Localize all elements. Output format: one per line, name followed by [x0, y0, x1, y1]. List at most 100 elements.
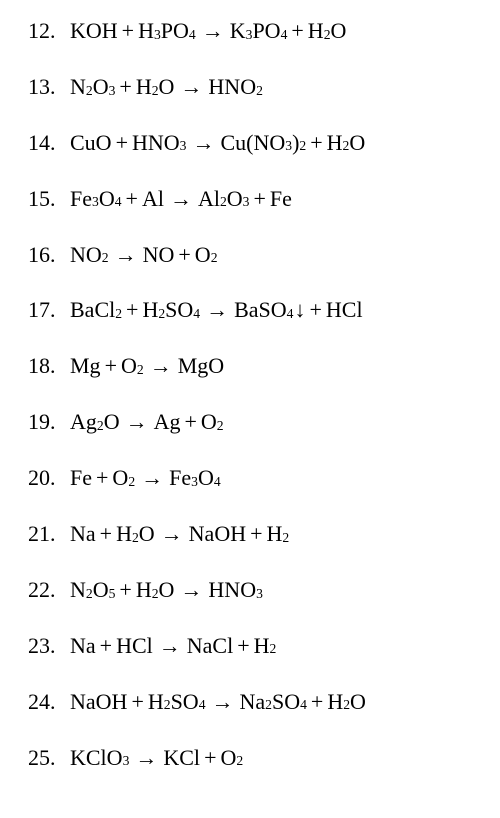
equation-number: 18.: [28, 353, 70, 379]
formula-term: H2O: [136, 577, 175, 603]
plus-operator: +: [307, 689, 327, 715]
formula-term: K3PO4: [230, 18, 288, 44]
precipitate-arrow-icon: ↓: [294, 297, 305, 323]
equation-row: 22.N2O5+H2O→HNO3: [28, 577, 490, 603]
formula-term: Fe: [270, 186, 292, 212]
formula-term: Ag2O: [70, 409, 120, 435]
formula-term: NO2: [70, 242, 109, 268]
plus-operator: +: [305, 297, 325, 323]
formula-term: H2O: [327, 689, 366, 715]
plus-operator: +: [246, 521, 266, 547]
plus-operator: +: [249, 186, 269, 212]
equation-row: 13.N2O3+H2O→HNO2: [28, 74, 490, 100]
equation-body: Na+H2O→NaOH+H2: [70, 521, 289, 547]
formula-term: Fe3O4: [169, 465, 221, 491]
formula-term: O2: [195, 242, 218, 268]
equation-body: BaCl2+H2SO4→BaSO4↓+HCl: [70, 297, 363, 323]
reaction-arrow-icon: →: [186, 130, 220, 156]
formula-term: KClO3: [70, 745, 129, 771]
equation-row: 15.Fe3O4+Al→Al2O3+Fe: [28, 186, 490, 212]
reaction-arrow-icon: →: [109, 242, 143, 268]
equation-number: 25.: [28, 745, 70, 771]
equation-body: KClO3→KCl+O2: [70, 745, 243, 771]
equation-number: 22.: [28, 577, 70, 603]
equation-body: Fe3O4+Al→Al2O3+Fe: [70, 186, 292, 212]
equation-number: 20.: [28, 465, 70, 491]
reaction-arrow-icon: →: [174, 577, 208, 603]
reaction-arrow-icon: →: [174, 74, 208, 100]
equation-number: 21.: [28, 521, 70, 547]
formula-term: H2O: [308, 18, 347, 44]
formula-term: CuO: [70, 130, 112, 156]
formula-term: BaCl2: [70, 297, 122, 323]
plus-operator: +: [122, 297, 142, 323]
equation-body: KOH+H3PO4→K3PO4+H2O: [70, 18, 346, 44]
reaction-arrow-icon: →: [135, 465, 169, 491]
equations-list: 12.KOH+H3PO4→K3PO4+H2O13.N2O3+H2O→HNO214…: [28, 18, 490, 771]
formula-term: KOH: [70, 18, 118, 44]
equation-body: CuO+HNO3→Cu(NO3)2+H2O: [70, 130, 365, 156]
formula-term: Mg: [70, 353, 101, 379]
formula-term: H2O: [327, 130, 366, 156]
equation-row: 12.KOH+H3PO4→K3PO4+H2O: [28, 18, 490, 44]
equation-row: 25.KClO3→KCl+O2: [28, 745, 490, 771]
equation-number: 19.: [28, 409, 70, 435]
formula-term: H2SO4: [148, 689, 206, 715]
formula-term: H2: [267, 521, 290, 547]
equation-number: 24.: [28, 689, 70, 715]
reaction-arrow-icon: →: [196, 18, 230, 44]
reaction-arrow-icon: →: [120, 409, 154, 435]
formula-term: H2O: [116, 521, 155, 547]
formula-term: Al2O3: [198, 186, 250, 212]
formula-term: Na2SO4: [240, 689, 307, 715]
formula-term: HCl: [116, 633, 153, 659]
plus-operator: +: [96, 521, 116, 547]
formula-term: HNO2: [208, 74, 262, 100]
plus-operator: +: [127, 689, 147, 715]
plus-operator: +: [115, 577, 135, 603]
formula-term: H2: [254, 633, 277, 659]
formula-term: Fe: [70, 465, 92, 491]
equation-body: Mg+O2→MgO: [70, 353, 224, 379]
reaction-arrow-icon: →: [200, 297, 234, 323]
equations-page: 12.KOH+H3PO4→K3PO4+H2O13.N2O3+H2O→HNO214…: [0, 0, 500, 818]
reaction-arrow-icon: →: [206, 689, 240, 715]
plus-operator: +: [200, 745, 220, 771]
equation-body: Na+HCl→NaCl+H2: [70, 633, 276, 659]
plus-operator: +: [306, 130, 326, 156]
reaction-arrow-icon: →: [164, 186, 198, 212]
plus-operator: +: [92, 465, 112, 491]
plus-operator: +: [115, 74, 135, 100]
plus-operator: +: [180, 409, 200, 435]
equation-number: 23.: [28, 633, 70, 659]
formula-term: H2SO4: [142, 297, 200, 323]
formula-term: MgO: [178, 353, 224, 379]
formula-term: BaSO4↓: [234, 297, 305, 323]
formula-term: HNO3: [208, 577, 262, 603]
formula-term: O2: [112, 465, 135, 491]
reaction-arrow-icon: →: [129, 745, 163, 771]
plus-operator: +: [96, 633, 116, 659]
formula-term: Ag: [154, 409, 181, 435]
formula-term: Na: [70, 633, 96, 659]
formula-term: NaOH: [70, 689, 127, 715]
formula-term: O2: [121, 353, 144, 379]
equation-row: 23.Na+HCl→NaCl+H2: [28, 633, 490, 659]
formula-term: O2: [220, 745, 243, 771]
formula-term: H2O: [136, 74, 175, 100]
formula-term: O2: [201, 409, 224, 435]
plus-operator: +: [174, 242, 194, 268]
formula-term: HNO3: [132, 130, 186, 156]
equation-body: NO2→NO+O2: [70, 242, 218, 268]
equation-body: Ag2O→Ag+O2: [70, 409, 224, 435]
equation-row: 18.Mg+O2→MgO: [28, 353, 490, 379]
formula-term: Cu(NO3)2: [220, 130, 306, 156]
formula-term: N2O5: [70, 577, 115, 603]
plus-operator: +: [101, 353, 121, 379]
plus-operator: +: [112, 130, 132, 156]
reaction-arrow-icon: →: [155, 521, 189, 547]
formula-term: Al: [142, 186, 164, 212]
equation-body: N2O3+H2O→HNO2: [70, 74, 263, 100]
equation-row: 20.Fe+O2→Fe3O4: [28, 465, 490, 491]
formula-term: NaOH: [189, 521, 246, 547]
